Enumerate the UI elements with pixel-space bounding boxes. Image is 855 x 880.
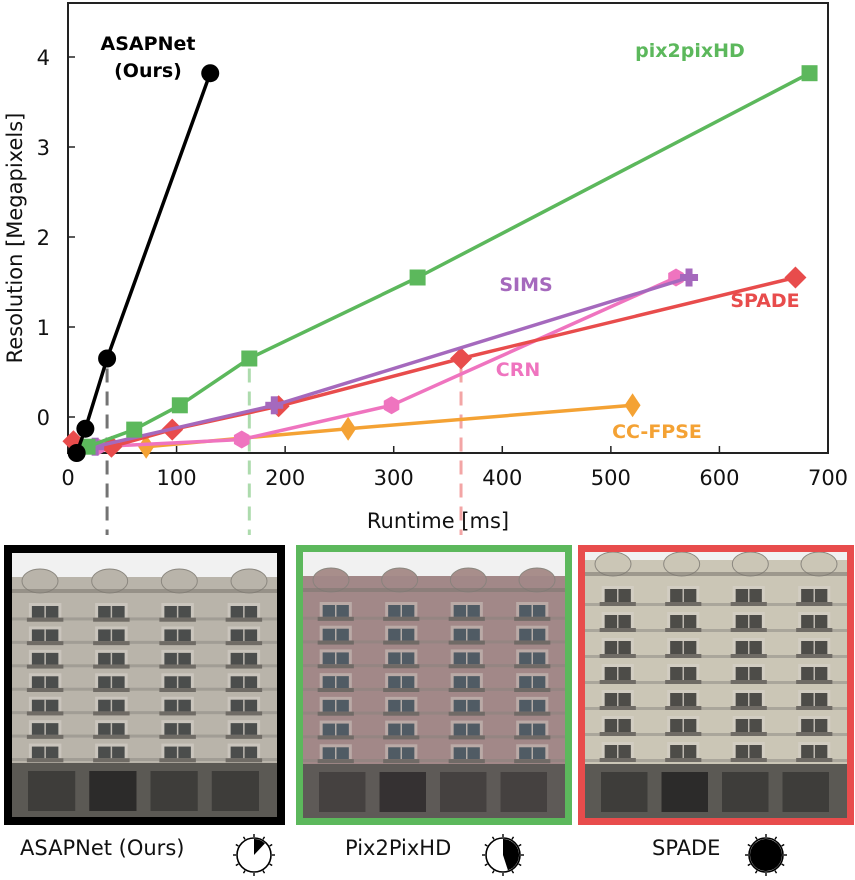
data-point bbox=[67, 444, 86, 462]
y-tick-label: 4 bbox=[37, 46, 50, 70]
asapnet-caption: ASAPNet (Ours) bbox=[20, 836, 185, 860]
data-point bbox=[801, 65, 818, 82]
data-point bbox=[98, 349, 117, 368]
x-tick-label: 600 bbox=[699, 466, 739, 490]
x-tick-label: 100 bbox=[157, 466, 197, 490]
pix2pixhd-runtime-clock-icon bbox=[482, 834, 524, 876]
data-point bbox=[201, 64, 220, 83]
series-label-asapnet-ours: ASAPNet (Ours) bbox=[101, 33, 196, 82]
data-point bbox=[340, 416, 357, 441]
pix2pixhd-facade-image bbox=[303, 552, 565, 818]
spade-facade-image bbox=[585, 552, 847, 818]
series-label-cc-fpse: CC-FPSE bbox=[612, 421, 702, 443]
y-tick-label: 2 bbox=[37, 226, 50, 250]
pix2pixhd-caption: Pix2PixHD bbox=[345, 836, 452, 860]
clock-fill bbox=[503, 839, 519, 871]
data-point bbox=[624, 393, 641, 418]
data-point bbox=[171, 397, 188, 414]
data-point bbox=[409, 269, 426, 286]
spade-result-panel bbox=[578, 545, 854, 825]
series-pix2pixhd bbox=[79, 65, 818, 455]
x-tick-label: 200 bbox=[265, 466, 305, 490]
y-tick-label: 0 bbox=[37, 406, 50, 430]
y-axis-label: Resolution [Megapixels] bbox=[3, 113, 27, 364]
data-point bbox=[383, 396, 400, 415]
asapnet-runtime-clock-icon bbox=[233, 834, 275, 876]
series-label-crn: CRN bbox=[496, 359, 540, 381]
asapnet-result-panel bbox=[4, 545, 285, 825]
clock-fill bbox=[254, 839, 265, 855]
series-label-pix2pixhd: pix2pixHD bbox=[635, 40, 745, 62]
series-label-sims: SIMS bbox=[499, 274, 552, 296]
data-point bbox=[76, 419, 95, 438]
data-point bbox=[265, 396, 284, 415]
y-tick-label: 3 bbox=[37, 136, 50, 160]
series-asapnet-ours bbox=[67, 64, 220, 462]
x-tick-label: 300 bbox=[374, 466, 414, 490]
pix2pixhd-result-panel bbox=[296, 545, 572, 825]
spade-runtime-clock-icon bbox=[745, 834, 787, 876]
data-point bbox=[784, 266, 807, 289]
x-tick-label: 0 bbox=[61, 466, 74, 490]
series-label-spade: SPADE bbox=[730, 290, 799, 312]
plot-frame bbox=[67, 2, 829, 454]
data-point bbox=[241, 350, 258, 367]
data-point bbox=[138, 434, 155, 459]
data-point bbox=[450, 347, 473, 370]
series-line bbox=[75, 72, 212, 454]
data-point bbox=[680, 268, 699, 287]
y-tick-label: 1 bbox=[37, 316, 50, 340]
x-tick-label: 700 bbox=[808, 466, 848, 490]
spade-caption: SPADE bbox=[652, 836, 721, 860]
runtime-resolution-chart: 0 100 200 300 400 500 600 700 0 1 2 3 4 Runtime [ms] R… bbox=[3, 2, 848, 535]
x-axis-label: Runtime [ms] bbox=[367, 509, 509, 533]
x-tick-label: 500 bbox=[591, 466, 631, 490]
data-point bbox=[233, 430, 250, 449]
x-tick-label: 400 bbox=[482, 466, 522, 490]
data-point bbox=[126, 421, 143, 438]
asapnet-facade-image bbox=[12, 553, 277, 817]
clock-fill bbox=[750, 839, 782, 871]
